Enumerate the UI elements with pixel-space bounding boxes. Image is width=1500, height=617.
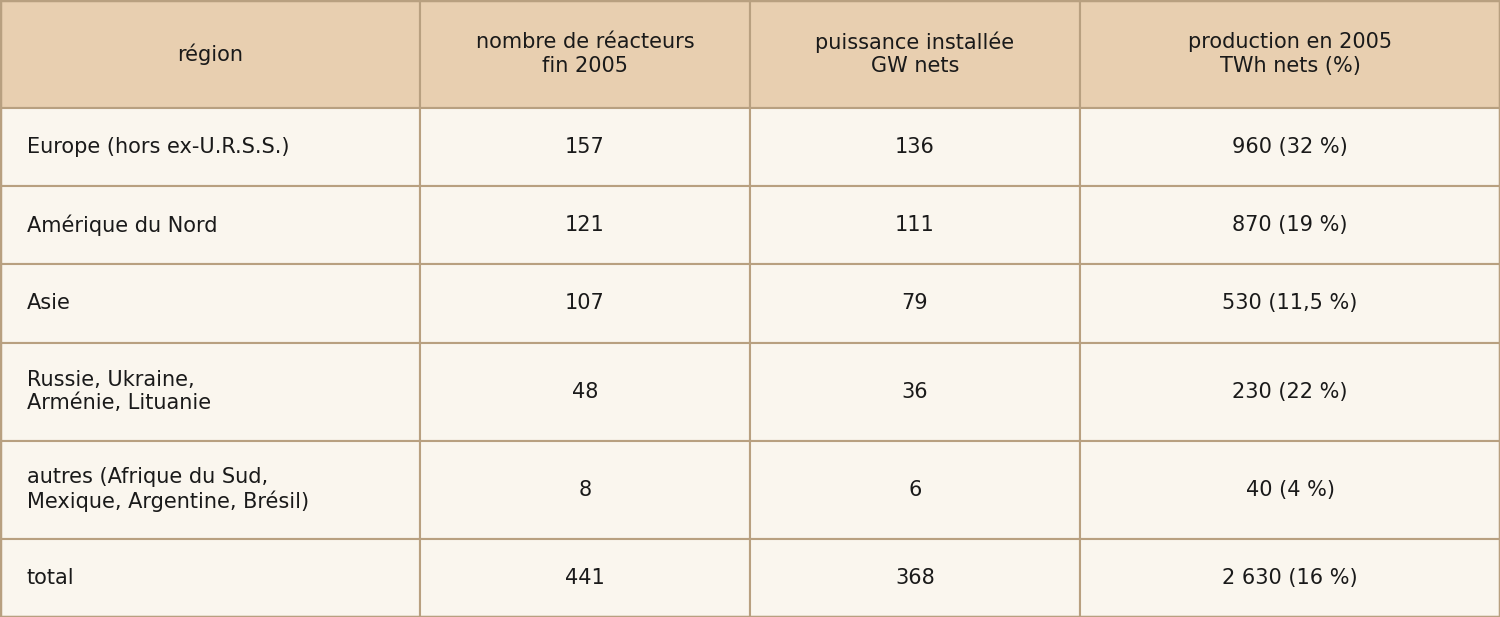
Text: 107: 107 [566,294,604,313]
Bar [1080,539,1500,617]
Bar [420,539,750,617]
Bar [1080,0,1500,108]
Text: 36: 36 [902,382,928,402]
Text: 136: 136 [896,137,934,157]
Bar [420,265,750,342]
Bar [750,441,1080,539]
Text: production en 2005
TWh nets (%): production en 2005 TWh nets (%) [1188,32,1392,76]
Text: 441: 441 [566,568,604,588]
Bar [750,0,1080,108]
Text: 368: 368 [896,568,934,588]
Text: 2 630 (16 %): 2 630 (16 %) [1222,568,1358,588]
Text: total: total [27,568,75,588]
Text: 40 (4 %): 40 (4 %) [1245,480,1335,500]
Bar [0,108,420,186]
Bar [1080,441,1500,539]
Bar [0,342,420,441]
Text: 111: 111 [896,215,934,235]
Bar [750,108,1080,186]
Bar [750,265,1080,342]
Bar [420,108,750,186]
Text: 157: 157 [566,137,604,157]
Text: puissance installée
GW nets: puissance installée GW nets [816,31,1014,77]
Text: 79: 79 [902,294,928,313]
Text: 870 (19 %): 870 (19 %) [1233,215,1347,235]
Text: Asie: Asie [27,294,70,313]
Text: 48: 48 [572,382,598,402]
Bar [0,441,420,539]
Text: 6: 6 [909,480,921,500]
Text: 960 (32 %): 960 (32 %) [1232,137,1348,157]
Text: 530 (11,5 %): 530 (11,5 %) [1222,294,1358,313]
Bar [420,441,750,539]
Text: région: région [177,43,243,65]
Bar [0,539,420,617]
Bar [0,265,420,342]
Bar [1080,342,1500,441]
Text: Amérique du Nord: Amérique du Nord [27,215,218,236]
Text: autres (Afrique du Sud,
Mexique, Argentine, Brésil): autres (Afrique du Sud, Mexique, Argenti… [27,467,309,512]
Bar [1080,108,1500,186]
Text: 8: 8 [579,480,591,500]
Bar [750,539,1080,617]
Bar [0,186,420,265]
Text: 121: 121 [566,215,604,235]
Bar [750,342,1080,441]
Bar [420,186,750,265]
Text: Russie, Ukraine,
Arménie, Lituanie: Russie, Ukraine, Arménie, Lituanie [27,370,211,413]
Bar [420,0,750,108]
Bar [1080,186,1500,265]
Bar [750,186,1080,265]
Bar [1080,265,1500,342]
Text: Europe (hors ex-U.R.S.S.): Europe (hors ex-U.R.S.S.) [27,137,290,157]
Bar [420,342,750,441]
Bar [0,0,420,108]
Text: 230 (22 %): 230 (22 %) [1233,382,1347,402]
Text: nombre de réacteurs
fin 2005: nombre de réacteurs fin 2005 [476,32,694,76]
